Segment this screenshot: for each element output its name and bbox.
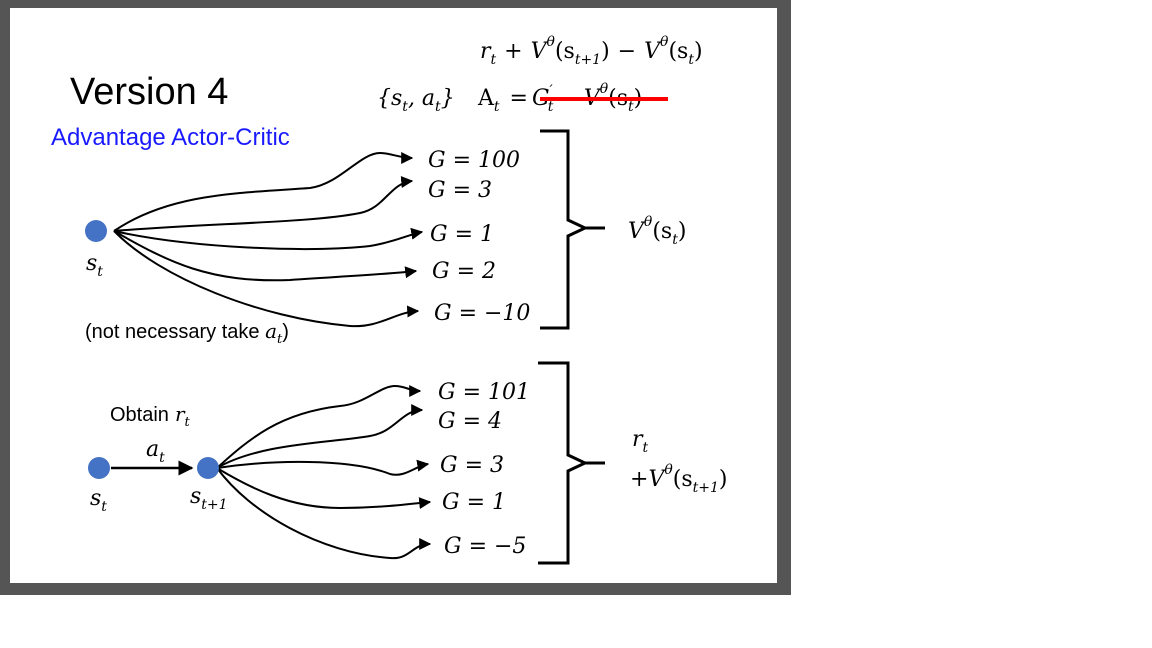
td-target-formula: rt + Vθ(st+1) − Vθ(st) [480, 34, 703, 68]
next-state-value-label: +Vθ(st+1) [630, 462, 728, 496]
trajectory-curve [216, 384, 422, 469]
return-label: G = −5 [444, 534, 526, 559]
state-label: st [86, 251, 103, 280]
trajectory-curve [216, 467, 432, 510]
return-label: G = 3 [440, 453, 504, 478]
trajectory-curve [216, 467, 432, 560]
next-state-node [197, 457, 219, 479]
obtain-reward-label: Obtain rt [110, 402, 191, 430]
advantage-actor-critic-diagram: Version 4 Advantage Actor-Critic rt + Vθ(s… [51, 34, 728, 565]
action-label: at [146, 437, 165, 466]
trajectory-curve [216, 459, 430, 476]
lower-brace [538, 361, 589, 565]
state-action-pair: {st, at} [377, 86, 455, 115]
trajectory-curve [113, 151, 414, 232]
slide-subtitle: Advantage Actor-Critic [51, 124, 290, 151]
slide-title: Version 4 [70, 71, 228, 113]
return-label: G = 1 [430, 222, 494, 247]
slide: Version 4 Advantage Actor-Critic rt + Vθ(s… [10, 8, 777, 583]
reward-symbol: r [480, 39, 492, 64]
lower-trajectory-tree [88, 384, 432, 560]
trajectory-curve [113, 230, 420, 328]
upper-brace [540, 129, 589, 330]
reward-label: rt [632, 427, 649, 456]
state-node [85, 220, 107, 242]
current-state-node [88, 457, 110, 479]
return-label: G = 101 [438, 380, 530, 405]
trajectory-curve [113, 227, 424, 251]
return-label: G = 100 [428, 148, 520, 173]
upper-trajectory-tree [85, 151, 424, 328]
return-label: G = 3 [428, 178, 492, 203]
return-label: G = 2 [432, 259, 496, 284]
next-state-label: st+1 [190, 484, 228, 513]
return-label: G = −10 [434, 301, 530, 326]
return-label: G = 4 [438, 409, 502, 434]
note-text: (not necessary take at) [85, 319, 289, 347]
return-label: G = 1 [442, 490, 506, 515]
trajectory-curve [216, 404, 424, 469]
state-value-label: Vθ(st) [628, 214, 686, 248]
current-state-label: st [90, 486, 107, 515]
trajectory-curve [113, 230, 418, 282]
viewer-frame: Version 4 Advantage Actor-Critic rt + Vθ(s… [0, 0, 791, 595]
trajectory-curve [113, 176, 414, 232]
